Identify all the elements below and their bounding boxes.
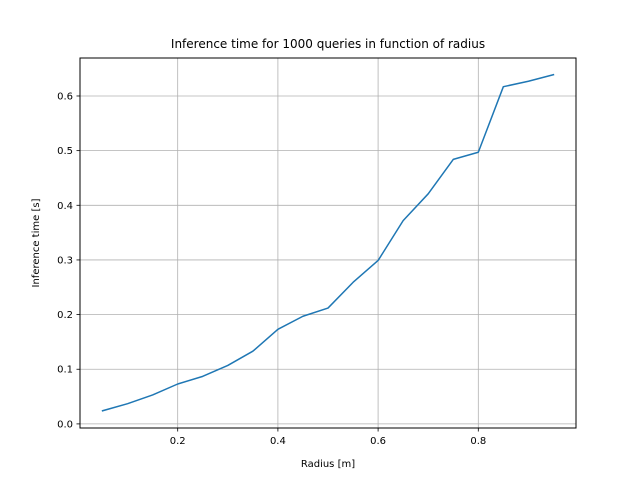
- y-tick-label: 0.3: [57, 255, 73, 266]
- y-axis-label: Inference time [s]: [31, 198, 42, 287]
- x-axis-label: Radius [m]: [301, 459, 355, 470]
- x-tick-label: 0.8: [470, 436, 486, 447]
- x-tick-label: 0.4: [270, 436, 286, 447]
- ticks: 0.2 0.4 0.6 0.8 0.0 0.1 0.2 0.3 0.4 0.5 0.6: [57, 91, 486, 447]
- series-layer: [101, 73, 555, 412]
- grid: [80, 58, 576, 428]
- plot-frame: [79, 57, 577, 429]
- y-tick-label: 0.5: [57, 146, 73, 157]
- y-tick-label: 0.1: [57, 365, 73, 376]
- y-tick-label: 0.0: [57, 419, 73, 430]
- y-tick-label: 0.4: [57, 201, 73, 212]
- x-tick-label: 0.6: [370, 436, 386, 447]
- y-tick-label: 0.6: [57, 91, 73, 102]
- chart-title: Inference time for 1000 queries in funct…: [171, 37, 485, 51]
- series-line: [101, 73, 555, 412]
- y-tick-label: 0.2: [57, 310, 73, 321]
- x-tick-label: 0.2: [170, 436, 186, 447]
